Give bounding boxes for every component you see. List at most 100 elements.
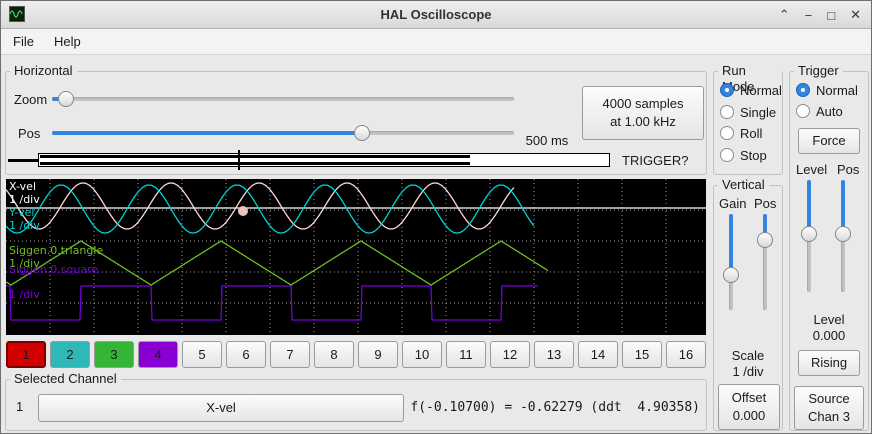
radio-icon <box>796 104 810 118</box>
vertical-gain-label: Gain <box>719 196 747 211</box>
scope-channel-scale: 1 /div <box>9 219 40 232</box>
trigger-level-value: 0.000 <box>812 328 846 343</box>
radio-icon <box>720 126 734 140</box>
channel-button-8[interactable]: 8 <box>314 341 354 368</box>
vertical-frame: Vertical Gain Pos Scale 1 /div Offset 0.… <box>713 177 783 431</box>
trigger-source-button[interactable]: Source Chan 3 <box>794 386 864 430</box>
radio-icon <box>720 83 734 97</box>
runmode-radio-roll[interactable]: Roll <box>720 125 762 141</box>
slider-knob[interactable] <box>757 231 773 248</box>
slider-fill <box>807 180 811 234</box>
horizontal-frame-label: Horizontal <box>10 63 77 79</box>
scope-waveforms <box>5 179 706 335</box>
runmode-radio-single[interactable]: Single <box>720 104 776 120</box>
channel-button-row: 1 2 3 4 5 6 7 8 9 10 11 12 13 14 15 16 <box>6 341 706 369</box>
channel-button-15[interactable]: 15 <box>622 341 662 368</box>
channel-button-5[interactable]: 5 <box>182 341 222 368</box>
radio-label: Normal <box>740 82 782 98</box>
menu-file[interactable]: File <box>13 34 34 49</box>
vertical-scale-caption: Scale <box>731 348 765 363</box>
zoom-slider[interactable] <box>52 90 514 108</box>
trigger-frame: Trigger Normal Auto Force Level Pos Leve… <box>789 63 869 431</box>
force-button[interactable]: Force <box>798 128 860 154</box>
vertical-scale-value: 1 /div <box>732 364 764 379</box>
slider-knob[interactable] <box>723 267 739 284</box>
slider-fill <box>763 214 767 240</box>
slider-fill <box>729 214 733 276</box>
slider-knob[interactable] <box>835 225 851 242</box>
vertical-gain-slider[interactable] <box>722 214 740 310</box>
trigger-pos-slider[interactable] <box>834 180 852 292</box>
pos-slider-knob[interactable] <box>353 125 370 141</box>
vertical-pos-label: Pos <box>754 196 777 211</box>
selected-channel-frame: Selected Channel 1 X-vel f(-0.10700) = -… <box>5 371 707 431</box>
trigger-position-marker[interactable] <box>238 150 240 170</box>
channel-button-7[interactable]: 7 <box>270 341 310 368</box>
scope-channel-scale: 1 /div <box>9 288 40 301</box>
zoom-slider-knob[interactable] <box>57 91 74 107</box>
menu-bar: File Help <box>1 29 871 55</box>
radio-label: Normal <box>816 82 858 98</box>
pos-label: Pos <box>18 126 41 141</box>
trigger-level-col-label: Level <box>796 162 828 177</box>
vertical-pos-slider[interactable] <box>756 214 774 310</box>
samples-button[interactable]: 4000 samples at 1.00 kHz <box>582 86 704 140</box>
selected-channel-frame-label: Selected Channel <box>10 371 121 387</box>
channel-button-3[interactable]: 3 <box>94 341 134 368</box>
radio-icon <box>720 148 734 162</box>
horizontal-frame: Horizontal Zoom 500 ms per div 4000 samp… <box>5 63 707 199</box>
channel-value-readout: f(-0.10700) = -0.62279 (ddt 4.90358) <box>410 400 700 415</box>
runmode-radio-stop[interactable]: Stop <box>720 147 767 163</box>
channel-button-6[interactable]: 6 <box>226 341 266 368</box>
slider-knob[interactable] <box>801 225 817 242</box>
channel-button-13[interactable]: 13 <box>534 341 574 368</box>
radio-icon <box>796 83 810 97</box>
radio-label: Auto <box>816 103 843 119</box>
runmode-radio-normal[interactable]: Normal <box>720 82 782 98</box>
run-mode-frame: Run Mode Normal Single Roll Stop <box>713 63 783 175</box>
channel-button-2[interactable]: 2 <box>50 341 90 368</box>
scope-channel-scale: 1 /div <box>9 257 40 270</box>
scope-channel-scale: 1 /div <box>9 193 40 206</box>
scope-channel-name: X-vel <box>9 180 36 193</box>
slider-track <box>763 214 767 310</box>
selected-channel-number: 1 <box>16 399 24 414</box>
zoom-label: Zoom <box>14 92 48 107</box>
vertical-offset-button[interactable]: Offset 0.000 <box>718 384 780 430</box>
maximize-icon[interactable]: □ <box>827 7 836 23</box>
trigger-level-slider[interactable] <box>800 180 818 292</box>
record-captured-range <box>40 155 470 165</box>
trigger-edge-button[interactable]: Rising <box>798 350 860 376</box>
channel-button-1[interactable]: 1 <box>6 341 46 368</box>
record-baseline <box>8 159 38 162</box>
trigger-radio-normal[interactable]: Normal <box>796 82 858 98</box>
trigger-radio-auto[interactable]: Auto <box>796 103 843 119</box>
channel-button-11[interactable]: 11 <box>446 341 486 368</box>
scope-channel-name: Siggen.0.square <box>9 263 99 276</box>
channel-button-10[interactable]: 10 <box>402 341 442 368</box>
channel-button-16[interactable]: 16 <box>666 341 706 368</box>
radio-label: Roll <box>740 125 763 141</box>
radio-label: Stop <box>740 147 767 163</box>
radio-icon <box>720 105 734 119</box>
channel-button-14[interactable]: 14 <box>578 341 618 368</box>
channel-button-12[interactable]: 12 <box>490 341 530 368</box>
pos-slider-fill <box>52 131 362 135</box>
channel-button-4[interactable]: 4 <box>138 341 178 368</box>
trigger-question-label: TRIGGER? <box>622 153 689 168</box>
menu-help[interactable]: Help <box>53 34 81 49</box>
app-icon <box>9 6 25 25</box>
close-icon[interactable]: ✕ <box>850 7 861 22</box>
minimize-icon[interactable]: − <box>804 7 813 23</box>
selected-channel-name-button[interactable]: X-vel <box>38 394 404 422</box>
scope-channel-name: Y-vel <box>9 206 35 219</box>
vertical-frame-label: Vertical <box>718 177 769 193</box>
scope-channel-name: Siggen.0.triangle <box>9 244 104 257</box>
pos-slider[interactable] <box>52 124 514 142</box>
scope-display: X-vel 1 /div Y-vel 1 /div Siggen.0.triangle 1… <box>5 179 706 335</box>
radio-label: Single <box>740 104 777 120</box>
channel-button-9[interactable]: 9 <box>358 341 398 368</box>
shade-icon[interactable]: ⌃ <box>778 7 790 22</box>
window-title: HAL Oscilloscope <box>380 7 492 22</box>
